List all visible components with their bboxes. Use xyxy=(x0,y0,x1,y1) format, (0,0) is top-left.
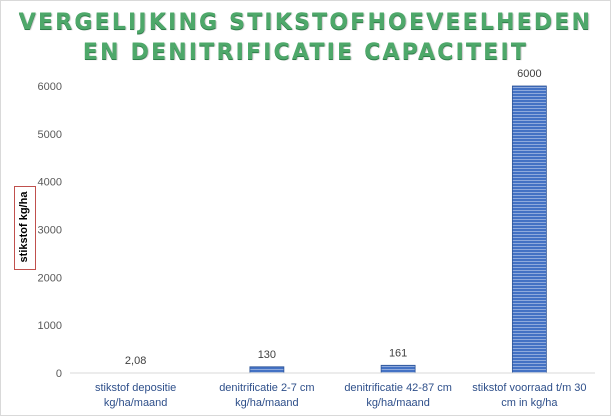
chart-title-line-2: EN DENITRIFICATIE CAPACITEIT xyxy=(82,40,529,65)
y-tick-label: 6000 xyxy=(38,81,62,93)
category-label: kg/ha/maand xyxy=(235,397,299,409)
y-tick-label: 2000 xyxy=(38,272,62,284)
y-tick-label: 0 xyxy=(56,368,62,380)
y-tick-label: 1000 xyxy=(38,320,62,332)
data-label: 130 xyxy=(258,349,276,361)
y-tick-label: 5000 xyxy=(38,129,62,141)
category-label: stikstof voorraad t/m 30 xyxy=(472,382,586,394)
y-axis-label-box xyxy=(14,186,36,270)
y-tick-label: 4000 xyxy=(38,177,62,189)
chart-title-line-1: VERGELIJKING STIKSTOFHOEVEELHEDEN xyxy=(18,10,593,35)
chart-title: VERGELIJKING STIKSTOFHOEVEELHEDEN EN DEN… xyxy=(0,8,611,68)
bar xyxy=(249,366,285,374)
data-label: 6000 xyxy=(517,68,541,80)
data-label: 161 xyxy=(389,347,407,359)
category-label: denitrificatie 42-87 cm xyxy=(344,382,452,394)
category-label: kg/ha/maand xyxy=(366,397,430,409)
category-label: cm in kg/ha xyxy=(501,397,558,409)
category-label: stikstof depositie xyxy=(95,382,176,394)
category-label: denitrificatie 2-7 cm xyxy=(219,382,314,394)
category-label: kg/ha/maand xyxy=(104,397,168,409)
bar xyxy=(511,85,547,374)
y-tick-label: 3000 xyxy=(38,225,62,237)
bar xyxy=(380,364,416,374)
data-label: 2,08 xyxy=(125,355,146,367)
